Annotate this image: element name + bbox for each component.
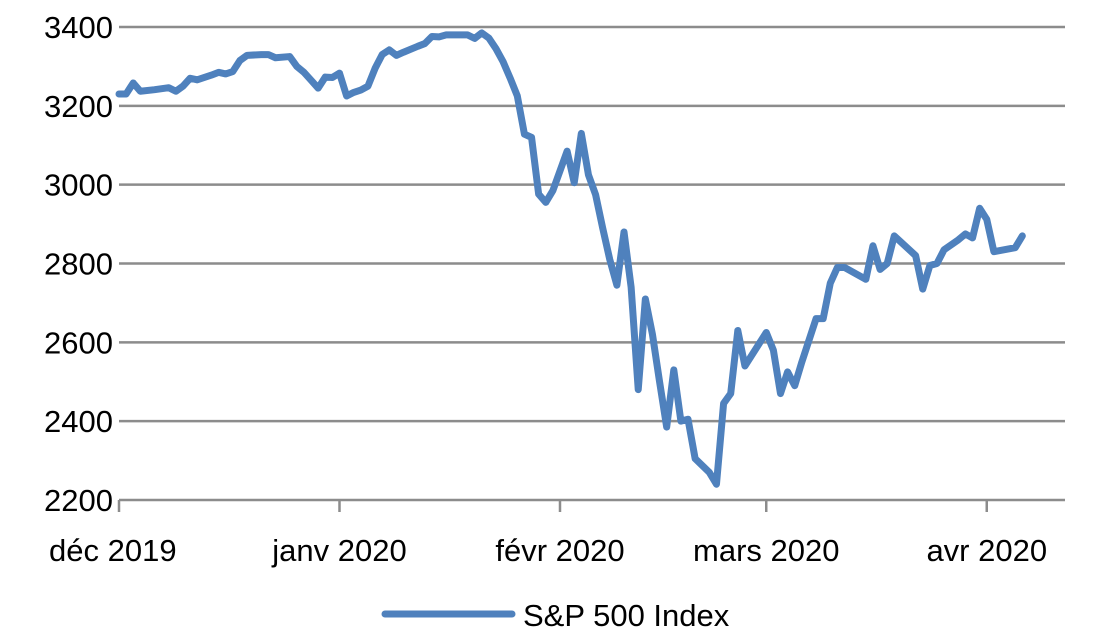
- x-tick-label-2: févr 2020: [495, 533, 624, 568]
- series-line-sp500: [115, 29, 1026, 488]
- x-tick-label-3: mars 2020: [693, 533, 839, 568]
- y-tick-label-2800: 2800: [44, 247, 113, 282]
- series-lines: [115, 29, 1026, 488]
- y-tick-label-2200: 2200: [44, 483, 113, 518]
- x-tick-label-1: janv 2020: [271, 533, 406, 568]
- legend: S&P 500 Index: [381, 598, 730, 633]
- y-tick-label-2600: 2600: [44, 325, 113, 360]
- y-axis-tick-labels: 2200 2400 2600 2800 3000 3200 3400: [44, 10, 113, 518]
- x-axis-tick-labels: déc 2019 janv 2020 févr 2020 mars 2020 avr 2…: [49, 533, 1047, 568]
- y-tick-label-2400: 2400: [44, 404, 113, 439]
- x-tick-label-4: avr 2020: [926, 533, 1047, 568]
- y-tick-label-3400: 3400: [44, 10, 113, 45]
- legend-label-sp500: S&P 500 Index: [523, 598, 730, 633]
- y-tick-label-3000: 3000: [44, 168, 113, 203]
- y-tick-label-3200: 3200: [44, 89, 113, 124]
- axes: [117, 498, 1065, 512]
- gridlines: [119, 25, 1065, 423]
- x-tick-label-0: déc 2019: [49, 533, 177, 568]
